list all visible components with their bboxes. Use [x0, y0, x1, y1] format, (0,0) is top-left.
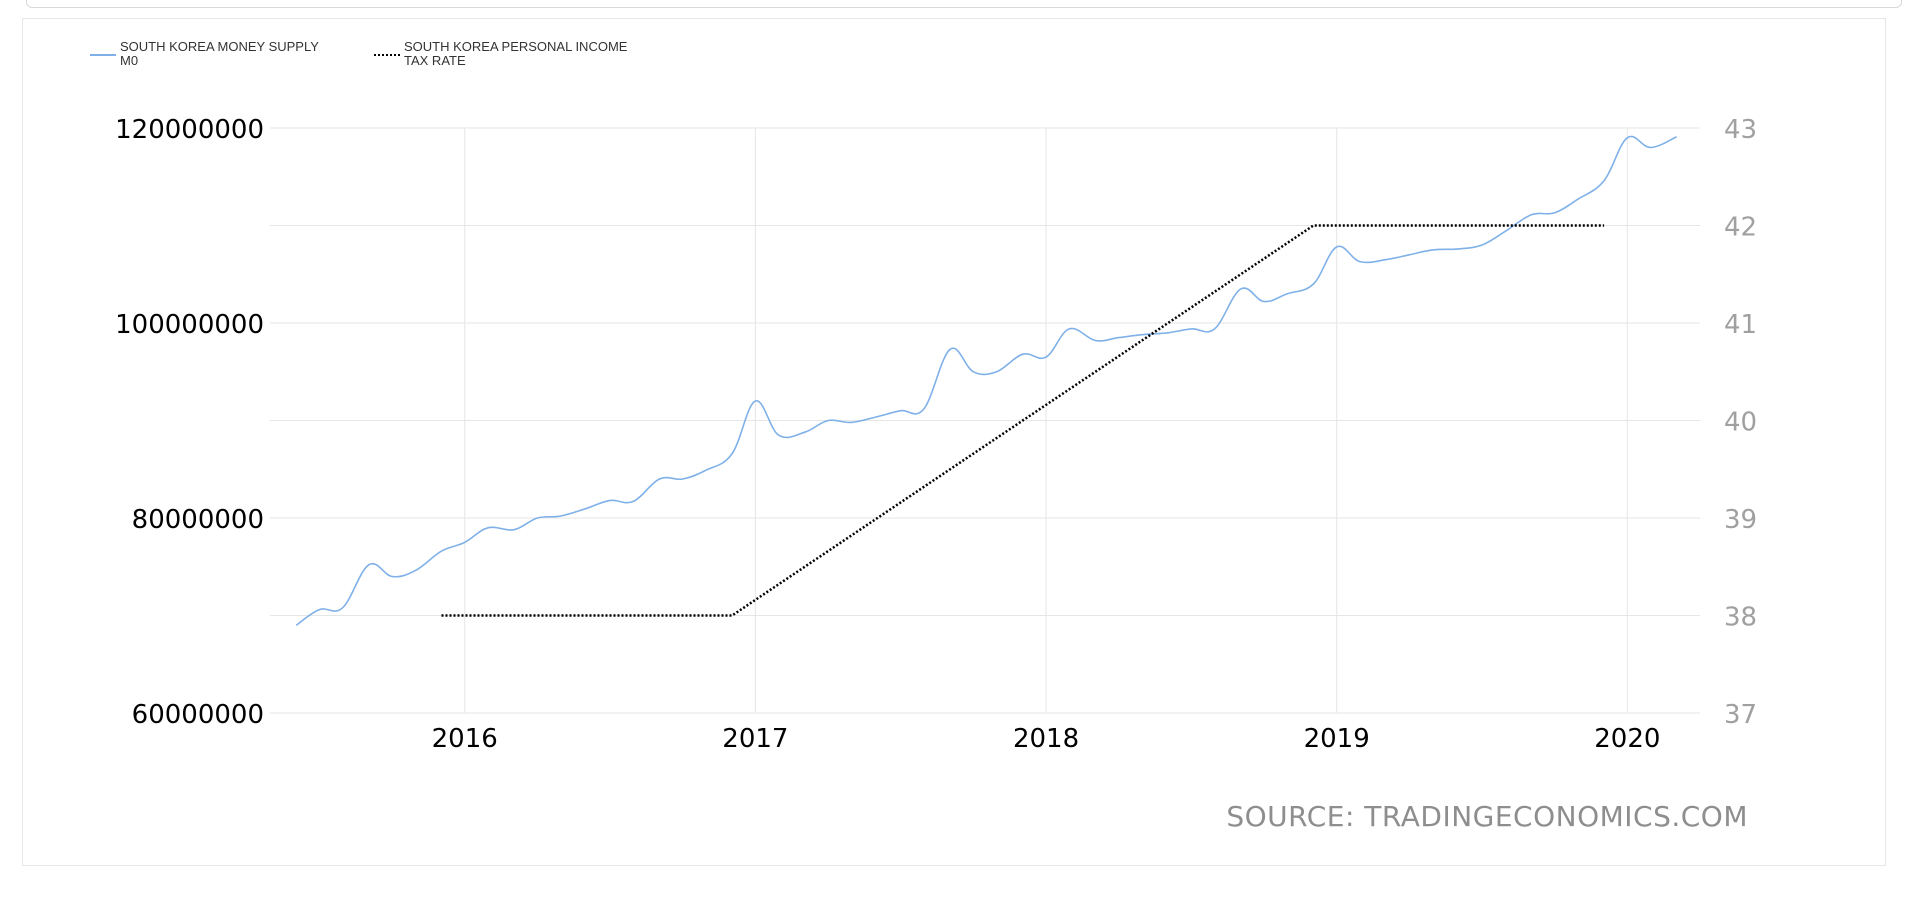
- series-line-money-supply: [295, 135, 1678, 626]
- x-tick-label: 2019: [1304, 724, 1370, 754]
- chart-legend: SOUTH KOREA MONEY SUPPLY M0 SOUTH KOREA …: [90, 40, 644, 68]
- y-right-tick-label: 39: [1724, 505, 1757, 535]
- legend-item-tax-rate[interactable]: SOUTH KOREA PERSONAL INCOME TAX RATE: [374, 40, 644, 68]
- legend-label-money-supply: SOUTH KOREA MONEY SUPPLY M0: [120, 39, 319, 68]
- x-tick-label: 2018: [1013, 724, 1079, 754]
- series-line-tax-rate: [441, 224, 1605, 617]
- y-right-tick-label: 37: [1724, 700, 1757, 730]
- y-right-tick-label: 38: [1724, 603, 1757, 633]
- legend-swatch-money-supply: [90, 54, 116, 56]
- y-right-tick-label: 43: [1724, 115, 1757, 145]
- y-right-tick-label: 42: [1724, 213, 1757, 243]
- x-tick-label: 2020: [1594, 724, 1660, 754]
- legend-swatch-tax-rate: [374, 54, 400, 56]
- y-left-tick-label: 80000000: [132, 505, 264, 535]
- chart-panel: [22, 18, 1886, 866]
- legend-item-money-supply[interactable]: SOUTH KOREA MONEY SUPPLY M0: [90, 40, 360, 68]
- y-left-tick-label: 120000000: [115, 115, 264, 145]
- y-right-tick-label: 40: [1724, 408, 1757, 438]
- x-tick-label: 2017: [722, 724, 788, 754]
- legend-label-tax-rate: SOUTH KOREA PERSONAL INCOME TAX RATE: [404, 39, 628, 68]
- source-credit: SOURCE: TRADINGECONOMICS.COM: [1226, 800, 1748, 833]
- x-tick-label: 2016: [432, 724, 498, 754]
- y-right-tick-label: 41: [1724, 310, 1757, 340]
- y-left-tick-label: 100000000: [115, 310, 264, 340]
- y-left-tick-label: 60000000: [132, 700, 264, 730]
- top-frame-edge: [26, 0, 1902, 8]
